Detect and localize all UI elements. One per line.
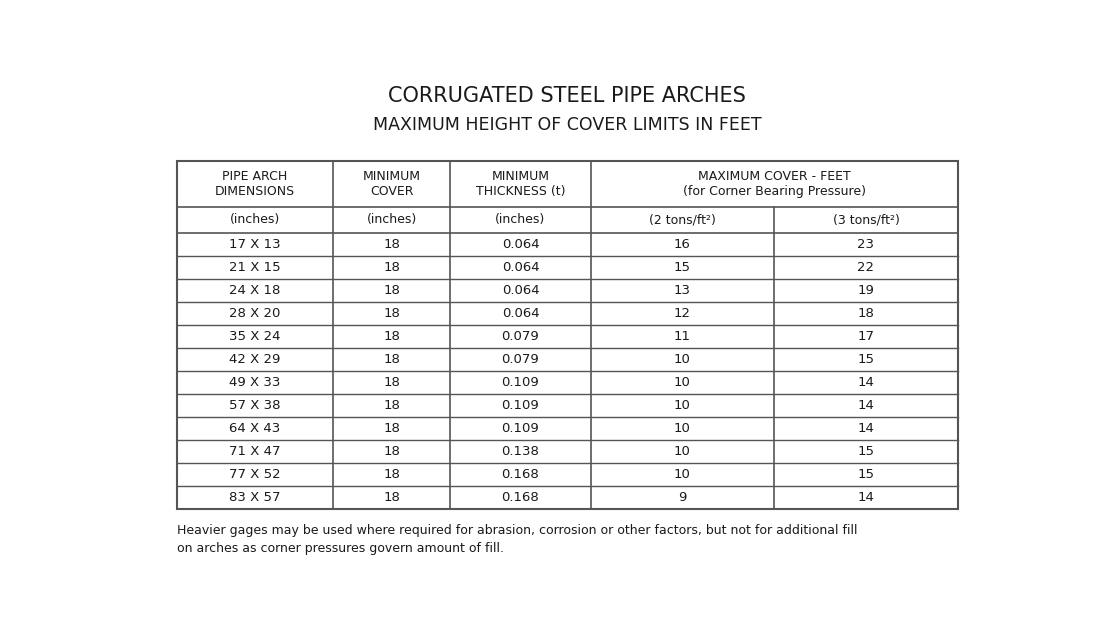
Text: 16: 16 (674, 238, 691, 251)
Text: 13: 13 (674, 284, 691, 297)
Text: PIPE ARCH
DIMENSIONS: PIPE ARCH DIMENSIONS (215, 170, 296, 198)
Text: 10: 10 (674, 445, 691, 459)
Text: 0.079: 0.079 (501, 330, 539, 343)
Text: (inches): (inches) (366, 213, 417, 226)
Text: 0.064: 0.064 (501, 238, 539, 251)
Text: MAXIMUM COVER - FEET
(for Corner Bearing Pressure): MAXIMUM COVER - FEET (for Corner Bearing… (683, 170, 866, 198)
Text: 83 X 57: 83 X 57 (229, 492, 281, 505)
Text: 28 X 20: 28 X 20 (229, 307, 281, 320)
Text: 57 X 38: 57 X 38 (229, 399, 281, 412)
Text: 42 X 29: 42 X 29 (229, 353, 281, 366)
Text: 0.109: 0.109 (501, 422, 539, 435)
Text: 0.109: 0.109 (501, 399, 539, 412)
Text: (3 tons/ft²): (3 tons/ft²) (832, 213, 899, 226)
Text: 49 X 33: 49 X 33 (229, 376, 281, 389)
Text: 17 X 13: 17 X 13 (229, 238, 281, 251)
Bar (177, 161, 958, 510)
Text: 22: 22 (858, 261, 875, 274)
Text: 71 X 47: 71 X 47 (229, 445, 281, 459)
Text: 15: 15 (674, 261, 691, 274)
Text: 14: 14 (858, 376, 875, 389)
Text: 17: 17 (858, 330, 875, 343)
Text: MINIMUM
COVER: MINIMUM COVER (363, 170, 421, 198)
Text: 14: 14 (858, 399, 875, 412)
Text: 24 X 18: 24 X 18 (229, 284, 281, 297)
Text: 10: 10 (674, 399, 691, 412)
Text: 10: 10 (674, 376, 691, 389)
Text: 18: 18 (383, 422, 400, 435)
Text: 18: 18 (383, 468, 400, 482)
Text: 19: 19 (858, 284, 875, 297)
Text: (2 tons/ft²): (2 tons/ft²) (649, 213, 716, 226)
Text: 14: 14 (858, 422, 875, 435)
Text: 14: 14 (858, 492, 875, 505)
Text: 0.064: 0.064 (501, 261, 539, 274)
Text: 18: 18 (383, 284, 400, 297)
Text: 9: 9 (679, 492, 686, 505)
Text: MINIMUM
THICKNESS (t): MINIMUM THICKNESS (t) (476, 170, 566, 198)
Text: 18: 18 (383, 238, 400, 251)
Text: 10: 10 (674, 422, 691, 435)
Text: 12: 12 (674, 307, 691, 320)
Text: 10: 10 (674, 353, 691, 366)
Text: 64 X 43: 64 X 43 (229, 422, 281, 435)
Text: 18: 18 (383, 307, 400, 320)
Text: 77 X 52: 77 X 52 (229, 468, 281, 482)
Text: Heavier gages may be used where required for abrasion, corrosion or other factor: Heavier gages may be used where required… (177, 524, 858, 537)
Text: 18: 18 (383, 492, 400, 505)
Text: 15: 15 (858, 445, 875, 459)
Text: 0.168: 0.168 (501, 492, 539, 505)
Text: (inches): (inches) (230, 213, 280, 226)
Text: 15: 15 (858, 468, 875, 482)
Text: 18: 18 (383, 353, 400, 366)
Text: (inches): (inches) (495, 213, 546, 226)
Text: 0.138: 0.138 (501, 445, 539, 459)
Text: 10: 10 (674, 468, 691, 482)
Text: 11: 11 (674, 330, 691, 343)
Text: 0.079: 0.079 (501, 353, 539, 366)
Text: 35 X 24: 35 X 24 (229, 330, 281, 343)
Text: 23: 23 (858, 238, 875, 251)
Text: 18: 18 (383, 445, 400, 459)
Text: on arches as corner pressures govern amount of fill.: on arches as corner pressures govern amo… (177, 542, 504, 555)
Text: 18: 18 (383, 330, 400, 343)
Text: 0.064: 0.064 (501, 307, 539, 320)
Text: 0.109: 0.109 (501, 376, 539, 389)
Text: 18: 18 (383, 376, 400, 389)
Text: 21 X 15: 21 X 15 (229, 261, 281, 274)
Text: 15: 15 (858, 353, 875, 366)
Text: 0.168: 0.168 (501, 468, 539, 482)
Text: 0.064: 0.064 (501, 284, 539, 297)
Text: CORRUGATED STEEL PIPE ARCHES: CORRUGATED STEEL PIPE ARCHES (389, 87, 746, 107)
Text: 18: 18 (858, 307, 875, 320)
Text: MAXIMUM HEIGHT OF COVER LIMITS IN FEET: MAXIMUM HEIGHT OF COVER LIMITS IN FEET (373, 116, 762, 134)
Text: 18: 18 (383, 399, 400, 412)
Text: 18: 18 (383, 261, 400, 274)
